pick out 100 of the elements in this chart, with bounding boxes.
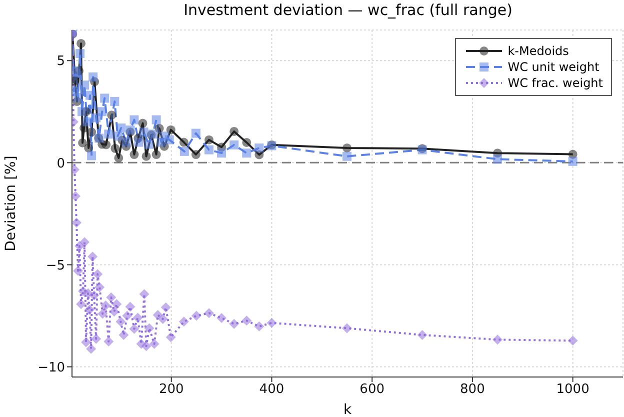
point bbox=[84, 304, 95, 315]
point bbox=[78, 138, 88, 148]
point bbox=[125, 302, 136, 312]
point bbox=[130, 115, 139, 124]
point bbox=[158, 314, 168, 324]
point bbox=[72, 191, 81, 202]
point bbox=[104, 130, 114, 139]
point bbox=[73, 266, 84, 276]
point bbox=[89, 290, 100, 300]
x-tick-label: 200 bbox=[158, 382, 184, 398]
y-tick-label: 5 bbox=[56, 54, 65, 70]
point bbox=[179, 138, 188, 147]
point bbox=[88, 72, 98, 82]
point bbox=[166, 125, 176, 134]
point bbox=[342, 152, 352, 161]
point bbox=[110, 96, 120, 106]
point bbox=[492, 334, 503, 345]
point bbox=[80, 237, 90, 248]
point bbox=[92, 269, 103, 280]
y-tick-label: −10 bbox=[38, 360, 65, 376]
point bbox=[204, 145, 214, 154]
point bbox=[100, 300, 111, 311]
point bbox=[116, 316, 126, 327]
chart-title: Investment deviation — wc_frac (full range) bbox=[182, 1, 514, 19]
point bbox=[74, 92, 83, 102]
legend-label: WC frac. weight bbox=[508, 76, 603, 90]
point bbox=[110, 144, 120, 153]
point bbox=[180, 146, 189, 156]
point bbox=[144, 323, 154, 334]
point bbox=[78, 107, 87, 116]
point bbox=[92, 113, 101, 122]
point bbox=[229, 318, 240, 329]
y-tick-label: −5 bbox=[46, 258, 65, 274]
point bbox=[118, 330, 129, 340]
point bbox=[116, 123, 126, 132]
point bbox=[230, 140, 239, 150]
point bbox=[113, 132, 122, 141]
point bbox=[102, 140, 111, 150]
point bbox=[342, 143, 352, 152]
point bbox=[106, 292, 116, 302]
point bbox=[91, 334, 102, 344]
point bbox=[139, 128, 148, 137]
point bbox=[230, 126, 239, 136]
point bbox=[72, 218, 82, 228]
point bbox=[141, 341, 152, 352]
point bbox=[191, 150, 200, 160]
point bbox=[132, 312, 143, 323]
point bbox=[81, 337, 92, 348]
y-axis-title: Deviation [%] bbox=[2, 156, 19, 252]
x-tick-label: 400 bbox=[259, 382, 284, 398]
point bbox=[122, 310, 132, 321]
point bbox=[204, 135, 214, 144]
point bbox=[266, 318, 277, 328]
legend-label: k-Medoids bbox=[508, 44, 569, 58]
point bbox=[109, 306, 120, 317]
point bbox=[80, 80, 90, 90]
point bbox=[204, 308, 214, 318]
point bbox=[94, 282, 105, 292]
point bbox=[98, 107, 107, 116]
point bbox=[242, 148, 252, 158]
point bbox=[122, 138, 131, 147]
point bbox=[76, 38, 86, 48]
point bbox=[417, 330, 428, 340]
point bbox=[178, 316, 189, 327]
point bbox=[82, 117, 92, 126]
point bbox=[107, 110, 116, 120]
point bbox=[144, 140, 154, 149]
point bbox=[242, 316, 252, 326]
point bbox=[72, 76, 80, 86]
point bbox=[242, 138, 252, 147]
point bbox=[76, 299, 86, 310]
x-axis-title: k bbox=[343, 402, 352, 417]
x-tick-label: 600 bbox=[360, 382, 385, 398]
point bbox=[129, 324, 140, 334]
point bbox=[84, 143, 94, 152]
point bbox=[152, 115, 161, 124]
point bbox=[254, 143, 264, 152]
point bbox=[104, 336, 114, 346]
point bbox=[138, 118, 148, 128]
point bbox=[191, 310, 202, 321]
point bbox=[86, 344, 96, 354]
point bbox=[87, 151, 96, 160]
point bbox=[98, 308, 108, 319]
point bbox=[134, 138, 144, 147]
x-tick-label: 800 bbox=[460, 382, 485, 398]
point bbox=[88, 252, 98, 262]
point bbox=[160, 302, 171, 312]
point bbox=[76, 48, 85, 58]
point bbox=[164, 135, 174, 144]
x-tick-label: 1000 bbox=[556, 382, 590, 398]
point bbox=[100, 94, 110, 103]
point bbox=[152, 150, 161, 160]
point bbox=[142, 152, 151, 161]
point bbox=[568, 336, 578, 346]
point bbox=[87, 128, 96, 137]
point bbox=[493, 154, 502, 164]
point bbox=[217, 148, 226, 158]
point bbox=[114, 153, 124, 162]
point bbox=[166, 332, 176, 342]
point bbox=[130, 150, 139, 160]
